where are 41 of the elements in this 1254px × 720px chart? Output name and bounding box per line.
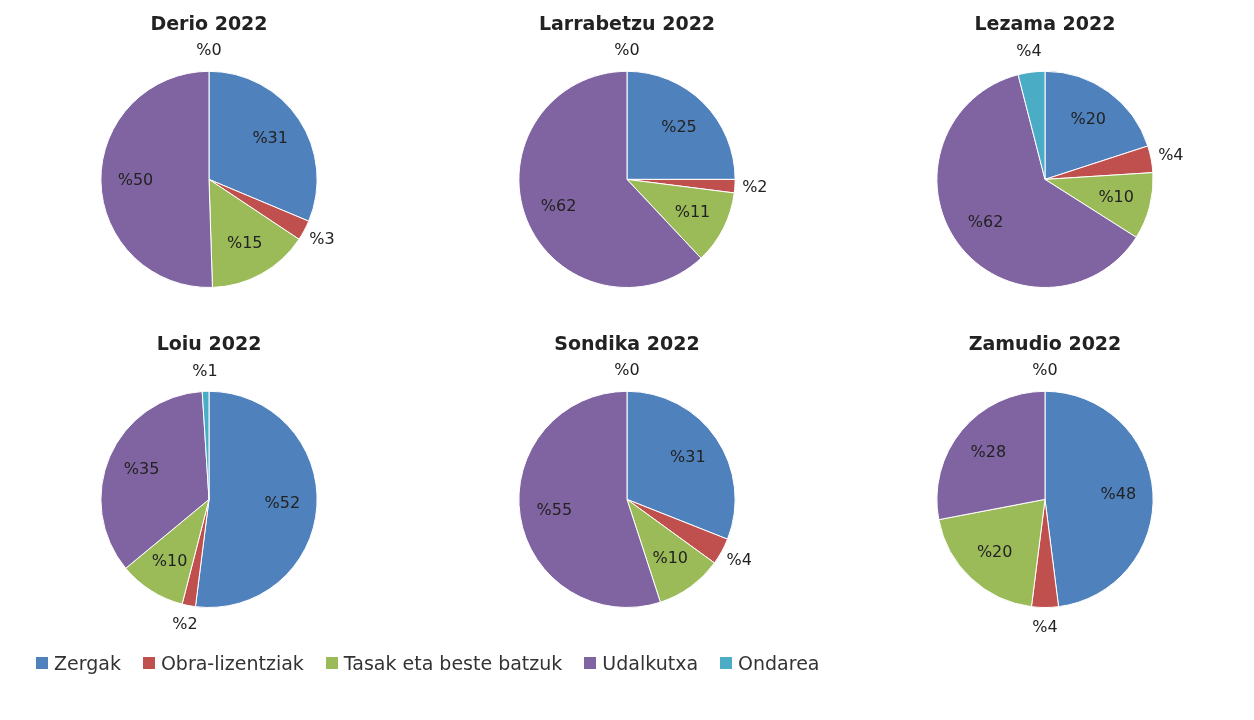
data-label: %4 [1032, 616, 1058, 636]
data-label: %62 [967, 211, 1004, 231]
data-label: %4 [1158, 144, 1184, 164]
data-label: %25 [661, 116, 697, 136]
data-label: %2 [172, 614, 198, 634]
data-label: %48 [1100, 483, 1137, 503]
data-label: %2 [742, 176, 768, 196]
legend-label: Ondarea [738, 652, 820, 674]
chart-title: Loiu 2022 [156, 332, 262, 355]
data-label: %55 [536, 500, 573, 520]
text: %0 [614, 360, 640, 380]
legend-label: Tasak eta beste batzuk [343, 652, 563, 674]
data-label: %15 [226, 232, 263, 252]
chart-title: Larrabetzu 2022 [538, 12, 716, 35]
data-label: %50 [117, 169, 154, 189]
text: %0 [196, 40, 222, 60]
data-label: %31 [252, 127, 288, 147]
data-label: %4 [1016, 41, 1042, 61]
data-label: %10 [1098, 186, 1134, 206]
chart-title: Lezama 2022 [974, 12, 1116, 35]
data-label: %11 [674, 201, 711, 221]
data-label: %62 [540, 195, 577, 215]
data-label: %4 [726, 550, 752, 570]
data-label: %28 [970, 441, 1007, 461]
legend-label: Obra-lizentziak [160, 652, 304, 674]
data-label: %20 [1070, 109, 1106, 129]
data-label: %1 [192, 360, 218, 380]
legend-label: Udalkutxa [602, 652, 699, 674]
chart-title: Sondika 2022 [554, 332, 700, 355]
chart-title: Derio 2022 [150, 12, 268, 35]
chart-title: Zamudio 2022 [968, 332, 1122, 355]
data-label: %10 [652, 548, 688, 568]
data-label: %31 [670, 447, 706, 467]
legend-label: Zergak [54, 652, 121, 674]
data-label: %10 [151, 550, 188, 570]
data-label: %52 [264, 493, 301, 513]
data-label: %3 [309, 229, 335, 249]
text: %0 [614, 40, 640, 60]
data-label: %20 [976, 542, 1013, 562]
data-label: %35 [123, 459, 160, 479]
text: %0 [1032, 360, 1058, 380]
